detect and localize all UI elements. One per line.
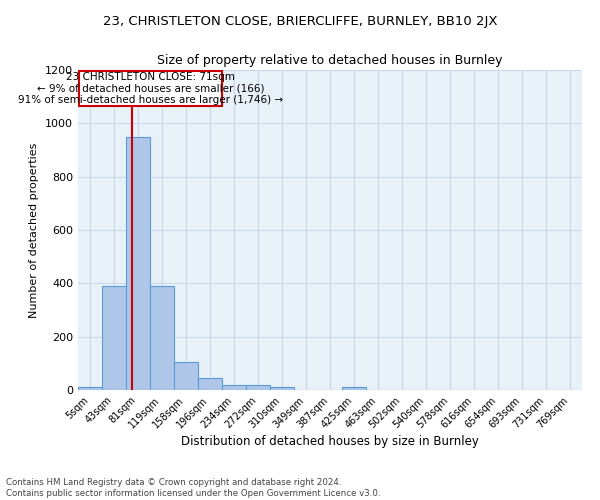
Y-axis label: Number of detached properties: Number of detached properties xyxy=(29,142,40,318)
Bar xyxy=(150,286,174,390)
Title: Size of property relative to detached houses in Burnley: Size of property relative to detached ho… xyxy=(157,54,503,68)
Bar xyxy=(174,362,198,390)
FancyBboxPatch shape xyxy=(79,72,222,106)
Bar xyxy=(102,286,126,390)
Bar xyxy=(270,388,294,390)
Text: ← 9% of detached houses are smaller (166): ← 9% of detached houses are smaller (166… xyxy=(37,84,265,94)
Bar xyxy=(198,378,222,390)
Bar xyxy=(126,136,150,390)
Text: 23 CHRISTLETON CLOSE: 71sqm: 23 CHRISTLETON CLOSE: 71sqm xyxy=(66,72,235,82)
X-axis label: Distribution of detached houses by size in Burnley: Distribution of detached houses by size … xyxy=(181,436,479,448)
Bar xyxy=(246,385,270,390)
Text: 91% of semi-detached houses are larger (1,746) →: 91% of semi-detached houses are larger (… xyxy=(18,95,283,105)
Text: Contains HM Land Registry data © Crown copyright and database right 2024.
Contai: Contains HM Land Registry data © Crown c… xyxy=(6,478,380,498)
Bar xyxy=(78,388,102,390)
Bar xyxy=(222,384,246,390)
Bar xyxy=(342,387,366,390)
Text: 23, CHRISTLETON CLOSE, BRIERCLIFFE, BURNLEY, BB10 2JX: 23, CHRISTLETON CLOSE, BRIERCLIFFE, BURN… xyxy=(103,15,497,28)
